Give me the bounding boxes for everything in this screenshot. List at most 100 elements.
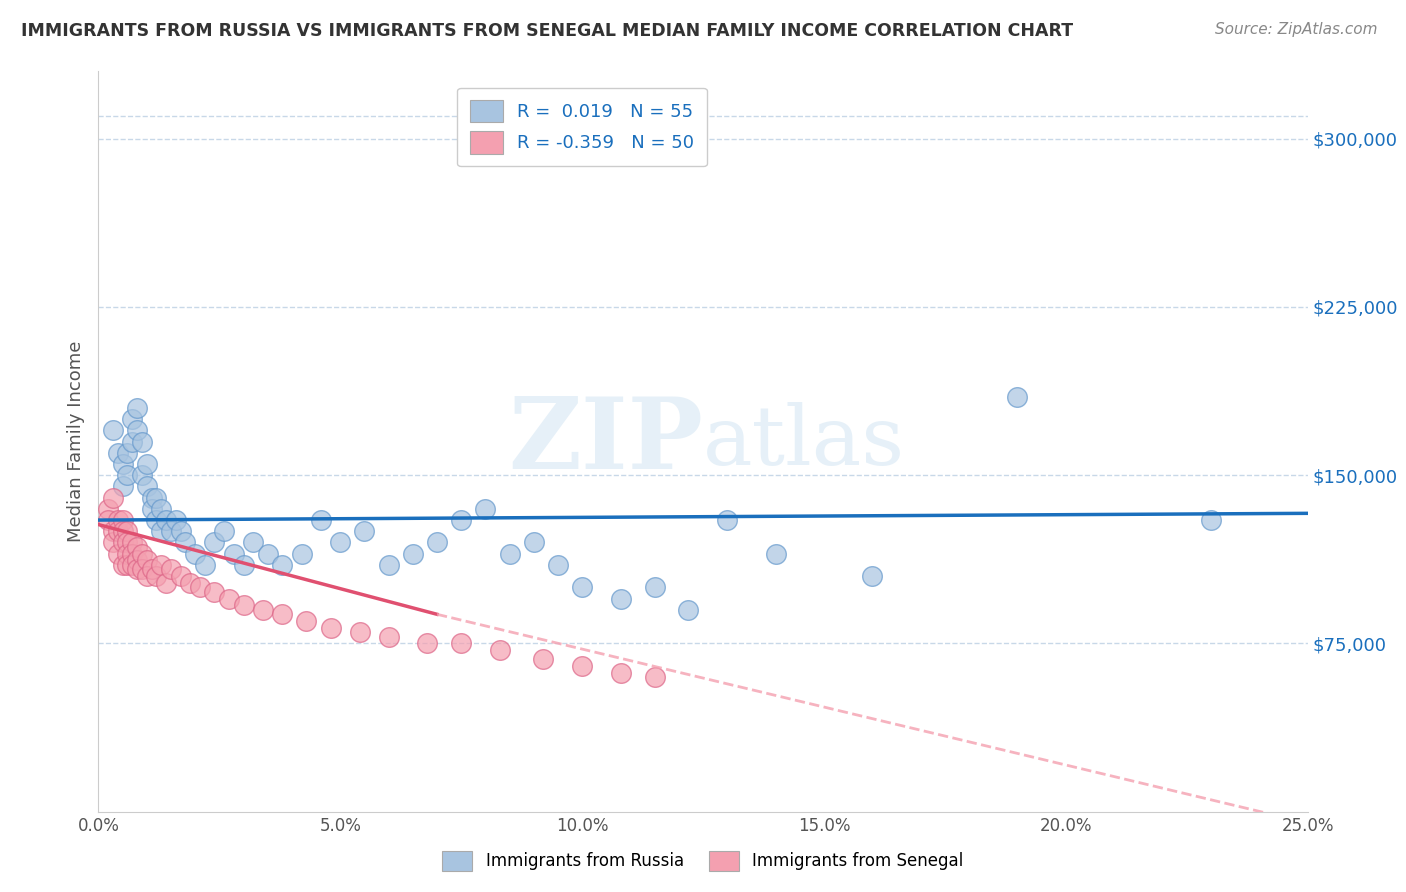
Point <box>107 513 129 527</box>
Point <box>329 535 352 549</box>
Point <box>121 558 143 572</box>
Point <box>107 547 129 561</box>
Text: IMMIGRANTS FROM RUSSIA VS IMMIGRANTS FROM SENEGAL MEDIAN FAMILY INCOME CORRELATI: IMMIGRANTS FROM RUSSIA VS IMMIGRANTS FRO… <box>21 22 1073 40</box>
Text: Source: ZipAtlas.com: Source: ZipAtlas.com <box>1215 22 1378 37</box>
Point <box>150 558 173 572</box>
Point <box>377 558 399 572</box>
Point <box>194 558 217 572</box>
Point <box>117 446 139 460</box>
Point <box>127 553 149 567</box>
Point <box>644 580 666 594</box>
Point <box>141 491 163 505</box>
Point <box>610 665 633 680</box>
Point <box>127 423 149 437</box>
Point <box>212 524 235 539</box>
Point <box>450 636 472 650</box>
Point <box>97 501 120 516</box>
Point <box>111 457 134 471</box>
Point <box>101 491 124 505</box>
Text: atlas: atlas <box>703 401 905 482</box>
Point <box>111 513 134 527</box>
Point <box>121 434 143 449</box>
Point <box>107 524 129 539</box>
Point <box>160 562 183 576</box>
Point <box>127 562 149 576</box>
Point <box>1007 390 1029 404</box>
Legend: R =  0.019   N = 55, R = -0.359   N = 50: R = 0.019 N = 55, R = -0.359 N = 50 <box>457 87 707 166</box>
Point <box>117 558 139 572</box>
Point <box>547 558 569 572</box>
Point <box>97 513 120 527</box>
Point <box>121 412 143 426</box>
Point <box>271 558 294 572</box>
Point <box>319 621 342 635</box>
Point <box>150 501 173 516</box>
Point <box>135 457 157 471</box>
Point <box>179 575 201 590</box>
Point <box>111 558 134 572</box>
Point <box>290 547 312 561</box>
Point <box>498 547 520 561</box>
Point <box>377 630 399 644</box>
Point <box>571 659 593 673</box>
Point <box>155 513 177 527</box>
Point <box>107 446 129 460</box>
Point <box>155 575 177 590</box>
Point <box>131 468 153 483</box>
Point <box>474 501 496 516</box>
Point <box>145 491 167 505</box>
Point <box>184 547 207 561</box>
Point <box>135 479 157 493</box>
Point <box>150 524 173 539</box>
Point <box>131 547 153 561</box>
Point <box>131 562 153 576</box>
Point <box>160 524 183 539</box>
Point <box>141 501 163 516</box>
Point <box>141 562 163 576</box>
Point <box>242 535 264 549</box>
Point <box>174 535 197 549</box>
Point <box>145 513 167 527</box>
Legend: Immigrants from Russia, Immigrants from Senegal: Immigrants from Russia, Immigrants from … <box>434 842 972 880</box>
Point <box>860 569 883 583</box>
Point <box>531 652 554 666</box>
Point <box>145 569 167 583</box>
Point <box>101 524 124 539</box>
Point <box>121 535 143 549</box>
Point <box>169 524 191 539</box>
Point <box>127 540 149 554</box>
Point <box>489 643 512 657</box>
Point <box>450 513 472 527</box>
Point <box>416 636 439 650</box>
Point <box>135 569 157 583</box>
Point <box>256 547 278 561</box>
Point <box>218 591 240 606</box>
Point <box>523 535 546 549</box>
Point <box>127 401 149 415</box>
Point <box>165 513 187 527</box>
Text: ZIP: ZIP <box>508 393 703 490</box>
Point <box>295 614 318 628</box>
Point <box>117 535 139 549</box>
Point <box>644 670 666 684</box>
Point <box>353 524 375 539</box>
Point <box>135 553 157 567</box>
Point <box>232 558 254 572</box>
Point <box>117 547 139 561</box>
Point <box>101 423 124 437</box>
Point <box>188 580 211 594</box>
Point <box>349 625 371 640</box>
Point <box>111 479 134 493</box>
Point <box>117 524 139 539</box>
Point <box>610 591 633 606</box>
Point <box>111 524 134 539</box>
Point <box>111 535 134 549</box>
Point <box>716 513 738 527</box>
Point <box>571 580 593 594</box>
Point <box>204 535 226 549</box>
Point <box>252 603 274 617</box>
Point <box>1199 513 1222 527</box>
Point <box>402 547 425 561</box>
Point <box>169 569 191 583</box>
Point <box>131 434 153 449</box>
